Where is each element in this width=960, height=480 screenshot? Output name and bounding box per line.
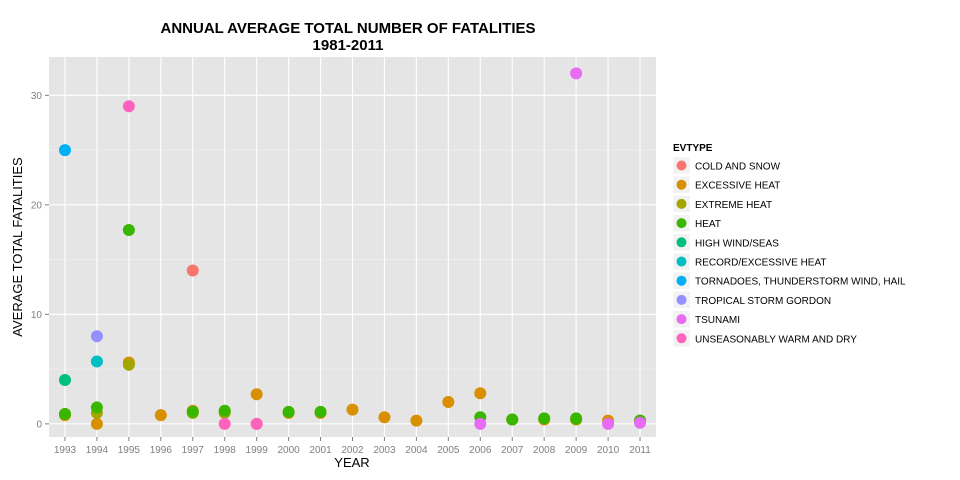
legend-label: EXTREME HEAT xyxy=(695,200,772,211)
legend-swatch xyxy=(676,333,687,344)
data-point xyxy=(90,401,103,414)
x-tick-label: 2009 xyxy=(565,445,588,456)
data-point xyxy=(474,387,487,400)
data-point xyxy=(186,264,199,277)
chart-subtitle: 1981-2011 xyxy=(313,37,384,54)
legend-swatch xyxy=(676,179,687,190)
x-tick-label: 2010 xyxy=(597,445,620,456)
data-point xyxy=(506,413,519,426)
data-point xyxy=(250,388,263,401)
legend-swatch xyxy=(676,314,687,325)
data-point xyxy=(538,412,551,425)
data-point xyxy=(90,355,103,368)
legend-title: EVTYPE xyxy=(673,143,713,154)
legend-swatch xyxy=(676,294,687,305)
y-tick-label: 10 xyxy=(31,310,43,321)
chart-title: ANNUAL AVERAGE TOTAL NUMBER OF FATALITIE… xyxy=(161,20,536,37)
x-tick-label: 1995 xyxy=(118,445,141,456)
y-tick-label: 30 xyxy=(31,91,43,102)
x-tick-label: 1998 xyxy=(214,445,237,456)
x-axis-title: YEAR xyxy=(334,455,369,470)
legend-swatch xyxy=(676,275,687,286)
data-point xyxy=(410,414,423,427)
x-tick-label: 1996 xyxy=(150,445,173,456)
data-point xyxy=(218,417,231,430)
data-point xyxy=(346,403,359,416)
y-tick-label: 20 xyxy=(31,200,43,211)
data-point xyxy=(58,144,71,157)
legend-swatch xyxy=(676,256,687,267)
x-tick-label: 2004 xyxy=(405,445,428,456)
x-tick-label: 2002 xyxy=(341,445,364,456)
legend-label: TSUNAMI xyxy=(695,315,740,326)
data-point xyxy=(634,416,647,429)
x-tick-label: 2005 xyxy=(437,445,460,456)
x-tick-label: 2008 xyxy=(533,445,556,456)
x-tick-label: 1994 xyxy=(86,445,109,456)
legend-label: COLD AND SNOW xyxy=(695,162,781,173)
x-tick-label: 1999 xyxy=(246,445,269,456)
data-point xyxy=(122,100,135,113)
data-point xyxy=(90,330,103,343)
x-tick-label: 2003 xyxy=(373,445,396,456)
x-tick-label: 1997 xyxy=(182,445,205,456)
x-tick-label: 2006 xyxy=(469,445,492,456)
data-point xyxy=(570,67,583,80)
legend-label: TROPICAL STORM GORDON xyxy=(695,296,831,307)
y-axis: 0 10 20 30 xyxy=(31,91,49,430)
data-point xyxy=(122,358,135,371)
data-point xyxy=(186,405,199,418)
y-tick-label: 0 xyxy=(36,419,42,430)
data-point xyxy=(602,417,615,430)
data-point xyxy=(154,409,167,422)
data-point xyxy=(250,417,263,430)
data-points xyxy=(58,67,647,430)
legend: EVTYPE COLD AND SNOW EXCESSIVE HEAT EXTREM… xyxy=(672,143,906,348)
data-point xyxy=(314,405,327,418)
data-point xyxy=(58,374,71,387)
data-point xyxy=(442,395,455,408)
data-point xyxy=(378,411,391,424)
grid-lines xyxy=(49,57,656,437)
legend-label: EXCESSIVE HEAT xyxy=(695,181,780,192)
legend-label: TORNADOES, THUNDERSTORM WIND, HAIL xyxy=(695,277,906,288)
legend-label: HIGH WIND/SEAS xyxy=(695,238,779,249)
data-point xyxy=(282,405,295,418)
legend-swatch xyxy=(676,237,687,248)
data-point xyxy=(570,412,583,425)
legend-label: RECORD/EXCESSIVE HEAT xyxy=(695,258,827,269)
x-tick-label: 2000 xyxy=(277,445,300,456)
legend-label: HEAT xyxy=(695,219,721,230)
data-point xyxy=(90,417,103,430)
y-axis-title: AVERAGE TOTAL FATALITIES xyxy=(10,157,25,337)
legend-swatch xyxy=(676,160,687,171)
x-tick-label: 2001 xyxy=(309,445,332,456)
data-point xyxy=(474,417,487,430)
x-axis: 1993 1994 1995 1996 1997 1998 1999 2000 2001 2002… xyxy=(54,437,651,456)
data-point xyxy=(218,404,231,417)
legend-swatch xyxy=(676,198,687,209)
x-tick-label: 2007 xyxy=(501,445,524,456)
x-tick-label: 1993 xyxy=(54,445,77,456)
x-tick-label: 2011 xyxy=(629,445,651,456)
legend-swatch xyxy=(676,218,687,229)
data-point xyxy=(122,224,135,237)
data-point xyxy=(58,408,71,421)
legend-label: UNSEASONABLY WARM AND DRY xyxy=(695,334,857,345)
